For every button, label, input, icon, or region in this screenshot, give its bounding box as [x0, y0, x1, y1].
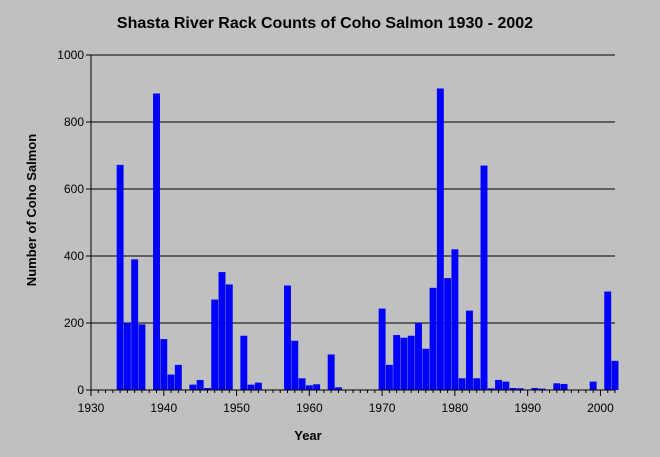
- bar: [211, 299, 219, 390]
- bar: [327, 354, 335, 390]
- x-axis-label: Year: [294, 428, 321, 443]
- bar: [378, 308, 386, 390]
- bar: [174, 364, 182, 390]
- bar: [400, 337, 408, 390]
- bar: [305, 385, 313, 390]
- bar: [240, 335, 248, 390]
- bar: [604, 291, 612, 390]
- bar: [502, 381, 510, 390]
- bar: [487, 388, 495, 390]
- axes: [86, 54, 616, 396]
- bar: [560, 383, 568, 390]
- bar: [131, 259, 139, 390]
- bar: [218, 272, 226, 390]
- bar: [123, 323, 131, 390]
- bar: [407, 335, 415, 390]
- bar: [516, 388, 524, 390]
- bar: [284, 285, 291, 390]
- bar: [225, 284, 233, 390]
- bar: [291, 340, 299, 390]
- y-tick-label: 200: [64, 316, 84, 330]
- bar: [313, 384, 321, 390]
- bar: [393, 335, 401, 390]
- y-tick-label: 0: [77, 383, 84, 397]
- x-tick-label: 1960: [296, 401, 323, 415]
- bar: [415, 323, 422, 390]
- bar: [429, 287, 437, 390]
- x-tick-label: 1950: [223, 401, 250, 415]
- x-tick-label: 1990: [514, 401, 541, 415]
- bar: [495, 379, 503, 390]
- bar: [473, 378, 481, 390]
- x-tick-label: 1940: [150, 401, 177, 415]
- bar: [298, 378, 306, 390]
- bar: [538, 388, 546, 390]
- bar: [509, 387, 517, 390]
- y-tick-label: 800: [64, 115, 84, 129]
- bar: [153, 93, 160, 391]
- bar: [553, 383, 561, 390]
- bars: [116, 88, 619, 391]
- bar: [531, 387, 539, 390]
- x-tick-labels: 1930 1940 1950 1960 1970 1980 1990 2000: [78, 401, 614, 415]
- bar: [480, 165, 488, 390]
- bar: [611, 360, 619, 390]
- chart-title: Shasta River Rack Counts of Coho Salmon …: [117, 15, 533, 32]
- bar: [436, 88, 444, 390]
- bar: [189, 384, 197, 390]
- bar: [458, 378, 466, 390]
- y-tick-labels: 0 200 400 600 800 1000: [57, 48, 84, 397]
- bar: [196, 379, 204, 390]
- bar: [589, 381, 597, 390]
- x-tick-label: 1980: [442, 401, 469, 415]
- gridlines: [91, 54, 615, 324]
- x-tick-label: 2000: [587, 401, 614, 415]
- bar: [160, 339, 168, 390]
- bar: [138, 324, 146, 390]
- y-tick-label: 1000: [57, 48, 84, 62]
- y-axis-label: Number of Coho Salmon: [24, 134, 39, 286]
- bar: [465, 310, 473, 390]
- bar: [444, 278, 452, 390]
- y-tick-label: 400: [64, 249, 84, 263]
- bar: [167, 374, 175, 390]
- bar: [254, 382, 262, 390]
- x-tick-label: 1970: [369, 401, 396, 415]
- bar: [203, 387, 211, 390]
- bar: [247, 384, 255, 390]
- x-tick-label: 1930: [78, 401, 105, 415]
- plot-area: [91, 55, 615, 390]
- bar: [451, 249, 459, 390]
- y-tick-label: 600: [64, 182, 84, 196]
- bar: [116, 164, 124, 390]
- bar: [422, 348, 430, 390]
- bar: [334, 387, 342, 390]
- bar: [385, 364, 393, 390]
